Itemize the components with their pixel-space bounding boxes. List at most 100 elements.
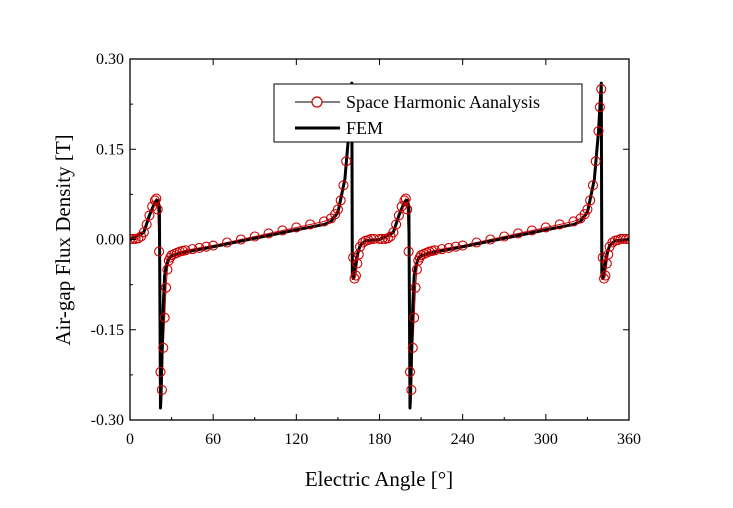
analysis-point	[144, 210, 155, 221]
analysis-point	[319, 216, 330, 227]
analysis-point	[208, 240, 219, 251]
analysis-point	[585, 195, 596, 206]
analysis-point	[603, 249, 614, 260]
analysis-point	[400, 193, 411, 204]
analysis-point	[291, 222, 302, 233]
analysis-point	[357, 237, 368, 248]
analysis-point	[141, 219, 152, 230]
x-tick-label: 300	[534, 431, 558, 448]
analysis-point	[406, 384, 417, 395]
analysis-point	[621, 233, 629, 244]
analysis-point	[154, 246, 165, 257]
series-layer	[130, 81, 629, 410]
analysis-point	[596, 84, 607, 95]
analysis-point	[436, 244, 447, 255]
analysis-point	[156, 384, 167, 395]
analysis-point	[410, 282, 421, 293]
y-tick-label: -0.15	[91, 322, 124, 339]
x-tick-label: 120	[284, 431, 308, 448]
y-tick-label: -0.30	[91, 412, 124, 429]
analysis-point	[391, 219, 402, 230]
y-tick-label: 0.00	[96, 232, 124, 249]
analysis-point	[130, 233, 136, 244]
analysis-point	[582, 204, 593, 215]
analysis-point	[160, 282, 172, 293]
analysis-point	[403, 246, 414, 257]
analysis-point	[526, 225, 538, 236]
y-axis-title: Air-gap Flux Density [T]	[51, 134, 75, 345]
fem-series-line	[130, 81, 629, 410]
analysis-point	[180, 245, 191, 256]
analysis-point	[335, 195, 346, 206]
analysis-point	[615, 233, 626, 244]
analysis-point	[513, 228, 524, 239]
analysis-point	[249, 231, 260, 242]
analysis-point	[159, 312, 170, 323]
analysis-point	[263, 228, 274, 239]
analysis-point	[623, 233, 629, 244]
analysis-point	[540, 222, 551, 233]
analysis-point	[450, 241, 461, 252]
analysis-point	[194, 242, 205, 253]
analysis-point	[429, 245, 440, 256]
analysis-point	[594, 102, 605, 113]
analysis-point	[374, 233, 385, 244]
analysis-point	[151, 193, 162, 204]
analysis-point	[221, 237, 233, 248]
legend-box	[273, 83, 583, 143]
x-tick-label: 240	[451, 431, 475, 448]
analysis-point	[409, 312, 420, 323]
analysis-point	[350, 270, 361, 281]
analysis-point	[158, 342, 169, 353]
analysis-point	[341, 156, 352, 167]
analysis-point	[133, 233, 144, 244]
analysis-point	[366, 233, 377, 244]
analysis-point	[402, 204, 413, 215]
analysis-point	[407, 342, 418, 353]
analysis-point	[396, 201, 407, 212]
analysis-point	[499, 231, 510, 242]
analysis-point	[579, 209, 590, 220]
analysis-point	[443, 242, 454, 253]
analysis-point	[147, 201, 158, 212]
analysis-point	[338, 180, 349, 191]
analysis-point	[399, 195, 410, 206]
analysis-point	[277, 225, 288, 236]
analysis-point	[607, 237, 618, 248]
analysis-point	[235, 234, 246, 245]
analysis-point	[382, 233, 393, 244]
analysis-point	[590, 156, 601, 167]
analysis-point	[149, 195, 160, 206]
legend: Space Harmonic Aanalysis FEM	[273, 83, 583, 143]
x-axis-title: Electric Angle [°]	[305, 467, 453, 491]
analysis-point	[587, 180, 599, 191]
y-tick-label: 0.15	[96, 141, 124, 158]
analysis-point	[471, 237, 482, 248]
analysis-point	[618, 233, 629, 244]
y-tick-label: 0.30	[96, 51, 124, 68]
tick-labels-layer: 0 60 120 180 240 300 360 -0.30 -0.15 0.00 0.15 0.30	[91, 51, 641, 448]
analysis-point	[404, 366, 416, 377]
analysis-point	[568, 216, 579, 227]
analysis-point	[393, 210, 404, 221]
x-tick-label: 360	[617, 431, 641, 448]
legend-analysis-marker	[311, 96, 323, 108]
analysis-point	[353, 249, 364, 260]
analysis-point	[155, 366, 166, 377]
analysis-point	[332, 204, 343, 215]
legend-analysis-label: Space Harmonic Aanalysis	[346, 92, 540, 112]
ticks-layer	[129, 58, 630, 421]
analysis-point	[201, 241, 212, 252]
legend-fem-label: FEM	[346, 118, 383, 138]
analysis-point	[600, 270, 611, 281]
analysis-point	[305, 219, 316, 230]
analysis-point	[457, 240, 468, 251]
x-tick-label: 180	[368, 431, 392, 448]
x-tick-label: 0	[126, 431, 134, 448]
analysis-point	[368, 233, 380, 244]
analysis-point	[485, 234, 496, 245]
x-tick-label: 60	[205, 431, 221, 448]
analysis-point	[593, 126, 604, 137]
analysis-point	[152, 204, 163, 215]
